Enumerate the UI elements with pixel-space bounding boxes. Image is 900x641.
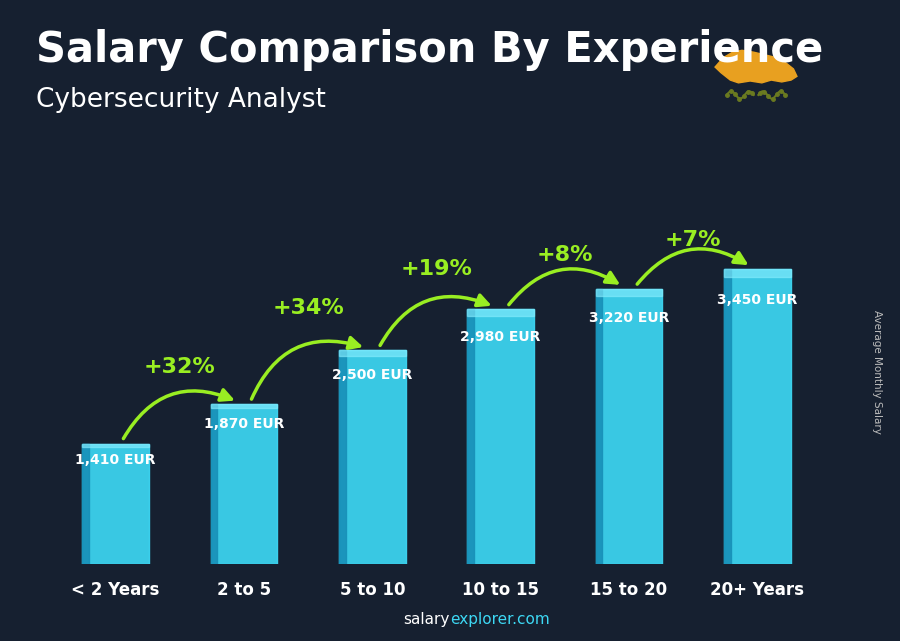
Bar xyxy=(211,404,277,564)
Bar xyxy=(211,404,217,564)
Text: +8%: +8% xyxy=(536,245,593,265)
Text: +32%: +32% xyxy=(144,357,216,377)
Bar xyxy=(339,351,406,356)
Text: salary: salary xyxy=(403,612,450,627)
Bar xyxy=(467,310,534,564)
Bar xyxy=(596,289,602,564)
Bar xyxy=(724,269,791,277)
Bar xyxy=(596,289,662,564)
Text: explorer.com: explorer.com xyxy=(450,612,550,627)
Bar xyxy=(82,444,89,564)
Bar xyxy=(724,269,791,564)
Bar xyxy=(596,289,662,296)
Bar xyxy=(724,269,731,564)
Polygon shape xyxy=(715,51,797,83)
Text: +34%: +34% xyxy=(273,298,344,318)
Text: +19%: +19% xyxy=(400,260,472,279)
Text: Salary Comparison By Experience: Salary Comparison By Experience xyxy=(36,29,824,71)
Text: 1,870 EUR: 1,870 EUR xyxy=(203,417,284,431)
Bar xyxy=(211,404,277,408)
Bar xyxy=(339,351,406,564)
Bar xyxy=(82,444,149,447)
Bar xyxy=(339,351,346,564)
Text: 1,410 EUR: 1,410 EUR xyxy=(76,453,156,467)
Text: 3,450 EUR: 3,450 EUR xyxy=(717,293,797,307)
Text: 2,980 EUR: 2,980 EUR xyxy=(461,329,541,344)
Text: Average Monthly Salary: Average Monthly Salary xyxy=(872,310,883,434)
Bar xyxy=(467,310,534,316)
Text: 3,220 EUR: 3,220 EUR xyxy=(589,311,670,325)
Text: +7%: +7% xyxy=(665,230,722,251)
Text: 2,500 EUR: 2,500 EUR xyxy=(332,367,412,381)
Bar xyxy=(82,444,149,564)
Bar xyxy=(467,310,474,564)
Text: Cybersecurity Analyst: Cybersecurity Analyst xyxy=(36,87,326,113)
